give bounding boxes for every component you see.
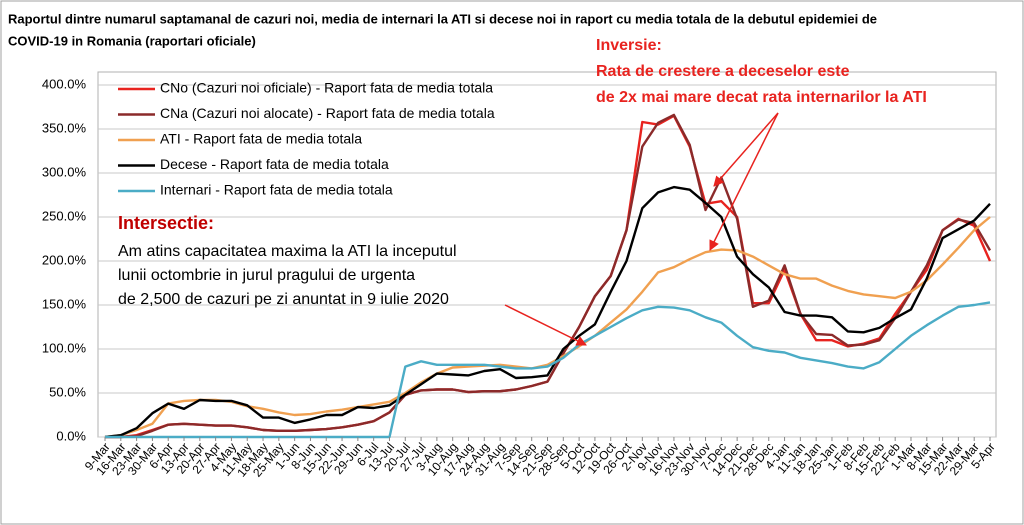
annotation-title: Inversie: bbox=[596, 37, 662, 54]
lines bbox=[104, 113, 992, 439]
y-tick-label: 300.0% bbox=[42, 164, 87, 179]
annotation-text: de 2,500 de cazuri pe zi anuntat in 9 iu… bbox=[118, 291, 449, 308]
annotation-text: Am atins capacitatea maxima la ATI la in… bbox=[118, 243, 457, 260]
arrow bbox=[504, 304, 587, 346]
y-tick-label: 0.0% bbox=[56, 428, 86, 443]
y-tick-label: 150.0% bbox=[42, 296, 87, 311]
y-tick-label: 350.0% bbox=[42, 120, 87, 135]
legend-label: CNo (Cazuri noi oficiale) - Raport fata … bbox=[160, 80, 493, 96]
y-tick-label: 200.0% bbox=[42, 252, 87, 267]
y-tick-label: 100.0% bbox=[42, 340, 87, 355]
arrow bbox=[709, 112, 779, 251]
annotation-text: Rata de crestere a deceselor este bbox=[596, 63, 850, 80]
legend-label: ATI - Raport fata de media totala bbox=[160, 131, 362, 147]
legend-label: Decese - Raport fata de media totala bbox=[160, 156, 389, 172]
series-line bbox=[104, 216, 991, 439]
series-line bbox=[105, 113, 992, 439]
series-line bbox=[105, 301, 991, 439]
grid bbox=[98, 84, 996, 438]
chart-title: Raportul dintre numarul saptamanal de ca… bbox=[8, 11, 877, 26]
annotation-text: lunii octombrie in jurul pragului de urg… bbox=[118, 267, 415, 284]
annotation-title: Intersectie: bbox=[118, 213, 214, 233]
arrow bbox=[713, 112, 779, 187]
annotation-text: de 2x mai mare decat rata internarilor l… bbox=[596, 89, 927, 106]
y-tick-label: 250.0% bbox=[42, 208, 87, 223]
series-line bbox=[104, 185, 991, 439]
y-tick-label: 400.0% bbox=[42, 76, 87, 91]
legend-label: CNa (Cazuri noi alocate) - Raport fata d… bbox=[160, 105, 495, 121]
chart-title: COVID-19 in Romania (raportari oficiale) bbox=[8, 33, 256, 48]
y-tick-label: 50.0% bbox=[49, 384, 86, 399]
legend-label: Internari - Raport fata de media totala bbox=[160, 182, 393, 198]
